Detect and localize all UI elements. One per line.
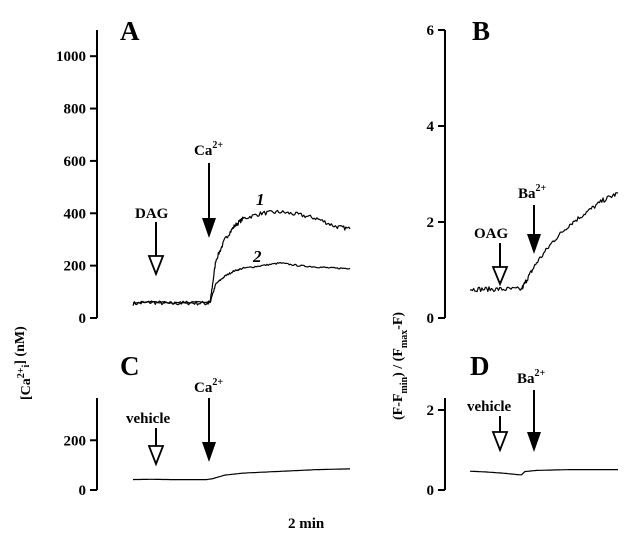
y-axis-label-concentration: [Ca2+i] (nM) [13, 326, 34, 400]
y-tick-label-a: 800 [64, 102, 87, 118]
trace-a-series-2 [132, 261, 351, 304]
panel-letter-d: D [470, 351, 490, 381]
dag-label: DAG [135, 206, 169, 222]
y-tick-label-b: 2 [427, 215, 435, 231]
vehicle-open-arrowhead-d [491, 431, 509, 453]
vehicle-open-arrowhead-c [147, 445, 165, 467]
y-tick-label-a: 600 [64, 154, 87, 170]
y-tick-label-b: 6 [427, 23, 435, 39]
ba-label-b: Ba2+ [518, 183, 547, 202]
y-tick-label-a: 1000 [56, 49, 86, 65]
dag-open-arrowhead [147, 255, 165, 277]
y-tick-label-b: 4 [427, 119, 435, 135]
y-axis-label-fluorescence-ratio: (F-Fmin) / (Fmax-F) [391, 312, 410, 420]
y-tick-label-a: 200 [64, 259, 87, 275]
vehicle-label-d: vehicle [467, 399, 511, 415]
ba-label-d: Ba2+ [517, 368, 546, 387]
oag-open-arrowhead [491, 266, 509, 287]
panel-letter-b: B [472, 16, 490, 46]
ca-label-c: Ca2+ [194, 377, 223, 396]
ca-solid-arrowhead-a [202, 218, 216, 238]
panel-letter-a: A [120, 16, 140, 46]
y-tick-label-a: 0 [79, 311, 87, 327]
curve-label-1: 1 [256, 190, 265, 209]
y-tick-label-c: 200 [64, 433, 87, 449]
ca-label-a: Ca2+ [194, 140, 223, 159]
tick-group: 0 200 400 600 800 1000 0 2 4 6 0 200 0 2 [56, 23, 445, 499]
panel-letter-c: C [120, 351, 140, 381]
ca-solid-arrowhead-c [202, 442, 216, 462]
trace-a-series-1 [132, 209, 351, 306]
y-tick-label-d: 0 [427, 483, 435, 499]
time-scale-label: 2 min [288, 516, 325, 532]
trace-group [132, 192, 619, 481]
ba-solid-arrowhead-b [527, 234, 541, 254]
y-tick-label-a: 400 [64, 206, 87, 222]
vehicle-label-c: vehicle [126, 411, 170, 427]
trace-c [132, 468, 350, 481]
oag-label: OAG [474, 226, 509, 242]
y-tick-label-c: 0 [79, 483, 87, 499]
y-tick-label-b: 0 [427, 311, 435, 327]
ba-solid-arrowhead-d [527, 432, 541, 452]
curve-label-2: 2 [252, 247, 262, 266]
trace-d [469, 469, 618, 476]
y-tick-label-d: 2 [427, 403, 435, 419]
trace-b [470, 192, 619, 293]
